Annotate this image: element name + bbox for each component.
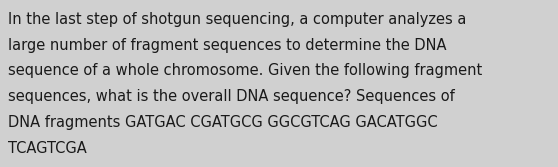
- Text: TCAGTCGA: TCAGTCGA: [8, 141, 87, 156]
- Text: sequences, what is the overall DNA sequence? Sequences of: sequences, what is the overall DNA seque…: [8, 89, 455, 104]
- Text: large number of fragment sequences to determine the DNA: large number of fragment sequences to de…: [8, 38, 447, 53]
- Text: sequence of a whole chromosome. Given the following fragment: sequence of a whole chromosome. Given th…: [8, 63, 483, 78]
- Text: DNA fragments GATGAC CGATGCG GGCGTCAG GACATGGC: DNA fragments GATGAC CGATGCG GGCGTCAG GA…: [8, 115, 438, 130]
- Text: In the last step of shotgun sequencing, a computer analyzes a: In the last step of shotgun sequencing, …: [8, 12, 466, 27]
